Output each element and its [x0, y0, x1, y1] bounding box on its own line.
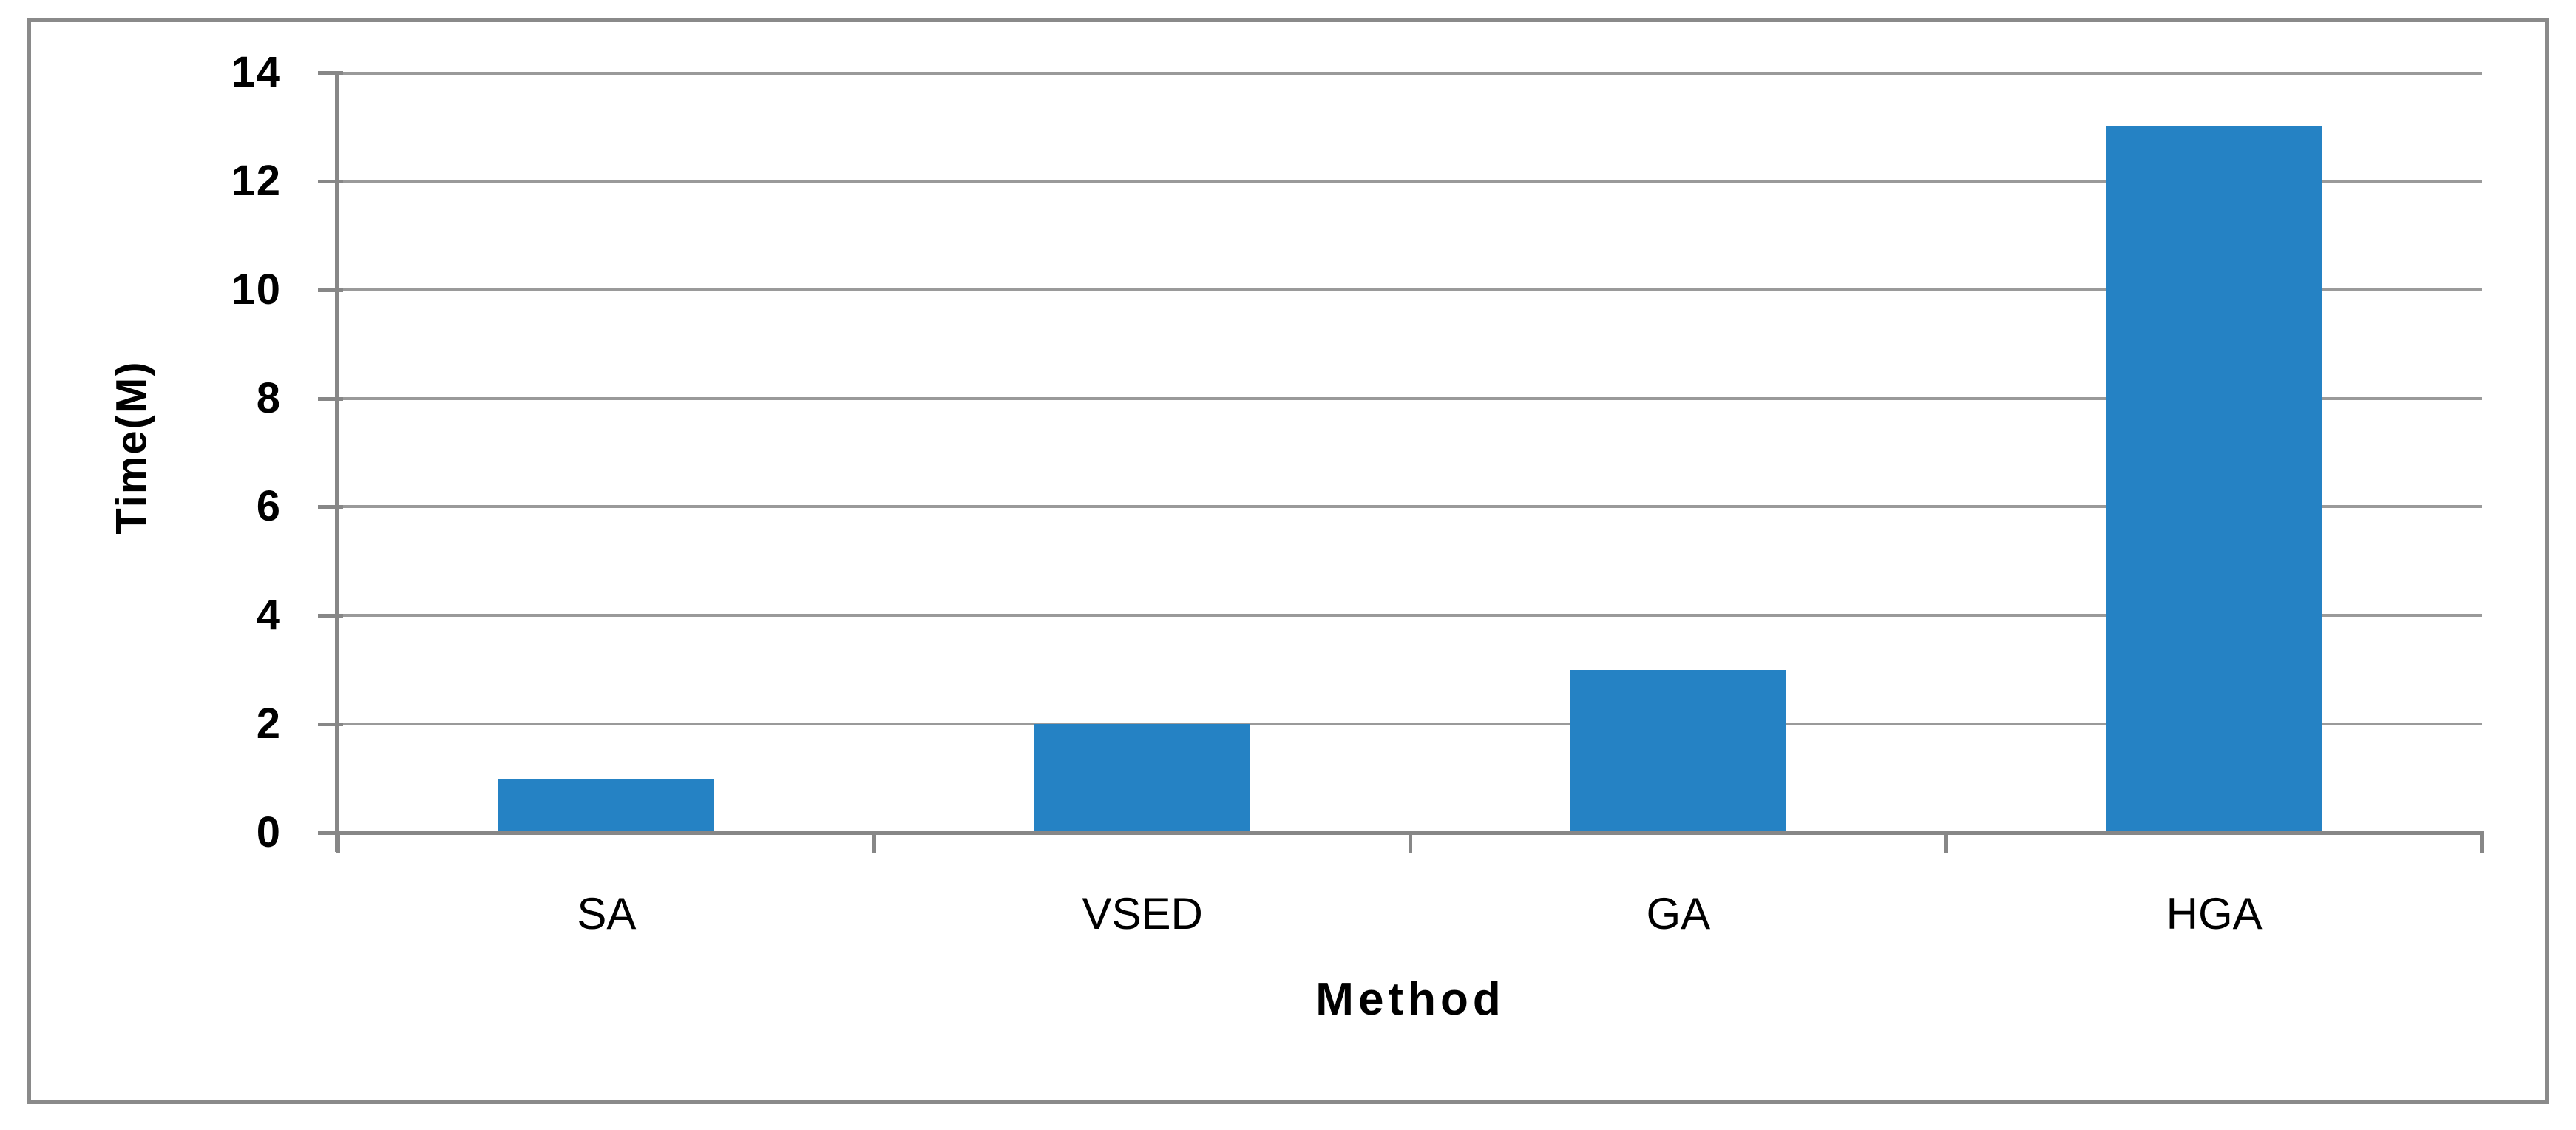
- y-tick-label-8: 8: [256, 373, 282, 422]
- y-axis-tick-8: [318, 396, 343, 401]
- y-axis-tick-4: [318, 614, 343, 618]
- y-axis-tick-6: [318, 505, 343, 510]
- bar-hga: [2106, 126, 2322, 833]
- x-axis-tick: [336, 831, 340, 853]
- y-axis-tick-12: [318, 179, 343, 183]
- y-tick-label-4: 4: [256, 591, 282, 640]
- gridline-y2: [339, 723, 2482, 726]
- y-tick-label-10: 10: [231, 265, 282, 314]
- gridline-y4: [339, 614, 2482, 618]
- x-category-label-hga: HGA: [2166, 889, 2263, 938]
- bar-vsed: [1034, 724, 1251, 833]
- x-axis-tick: [1944, 831, 1948, 853]
- plot-area: [318, 71, 2484, 853]
- y-axis-tick-10: [318, 288, 343, 292]
- x-category-label-ga: GA: [1646, 889, 1711, 938]
- x-axis-tick: [2480, 831, 2484, 853]
- y-tick-label-0: 0: [256, 808, 282, 856]
- x-axis-tick: [1408, 831, 1412, 853]
- bar-sa: [498, 778, 715, 833]
- y-axis-tick-labels: 0 2 4 6 8 10 12 14: [0, 48, 282, 856]
- gridline-y8: [339, 396, 2482, 400]
- y-tick-label-2: 2: [256, 700, 282, 748]
- gridline-y6: [339, 505, 2482, 509]
- bar-ga: [1570, 669, 1786, 833]
- y-axis-tick-0: [318, 831, 343, 835]
- x-category-label-vsed: VSED: [1082, 889, 1203, 938]
- chart-outer-border: [27, 18, 2549, 1104]
- gridline-y10: [339, 288, 2482, 291]
- gridline-y14: [339, 72, 2482, 75]
- x-axis-category-labels: SA VSED GA HGA: [339, 888, 2482, 940]
- y-axis-line: [335, 72, 339, 852]
- y-axis-tick-2: [318, 723, 343, 727]
- y-tick-label-14: 14: [231, 48, 282, 96]
- y-tick-label-6: 6: [256, 482, 282, 531]
- x-axis-title: Method: [1315, 974, 1505, 1025]
- x-axis-tick: [872, 831, 876, 853]
- x-category-label-sa: SA: [577, 889, 637, 938]
- y-axis-tick-14: [318, 71, 343, 75]
- gridline-y12: [339, 179, 2482, 183]
- y-tick-label-12: 12: [231, 156, 282, 205]
